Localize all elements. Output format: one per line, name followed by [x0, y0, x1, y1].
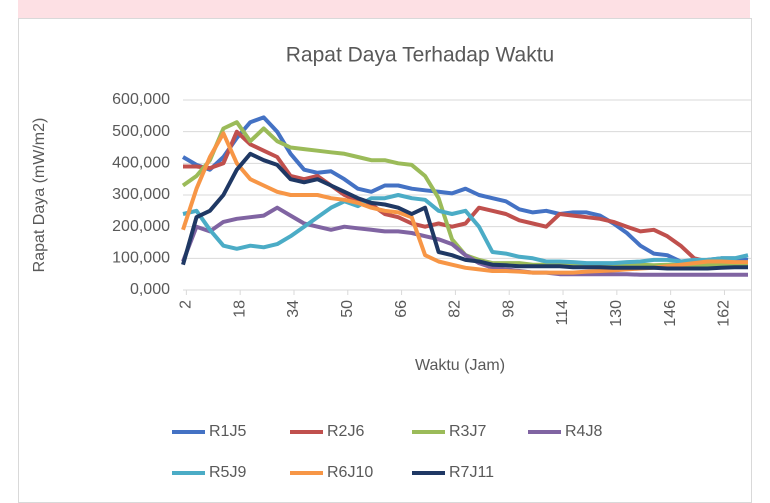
- x-tick-label: 66: [393, 300, 410, 318]
- x-axis-label: Waktu (Jam): [415, 357, 505, 374]
- x-tick-label: 146: [662, 300, 679, 327]
- y-tick-label: 400,000: [112, 155, 170, 172]
- x-tick-label: 18: [231, 300, 248, 318]
- x-tick-label: 114: [554, 300, 571, 326]
- series-line: [182, 193, 749, 266]
- legend-label: R2J6: [327, 423, 364, 440]
- x-tick-label: 130: [608, 300, 625, 327]
- y-tick-label: 300,000: [112, 186, 170, 203]
- legend-label: R6J10: [327, 464, 373, 481]
- series-line: [181, 205, 748, 277]
- chart-title: Rapat Daya Terhadap Waktu: [286, 44, 555, 67]
- x-tick-label: 82: [447, 300, 464, 318]
- y-tick-label: 600,000: [112, 91, 170, 108]
- x-tick-label: 2: [178, 300, 195, 309]
- legend-label: R4J8: [565, 423, 602, 440]
- legend-label: R1J5: [209, 423, 246, 440]
- legend-label: R5J9: [209, 464, 246, 481]
- x-tick-label: 98: [500, 300, 517, 318]
- y-tick-label: 100,000: [112, 250, 170, 267]
- series-line: [183, 129, 748, 267]
- x-tick-label: 162: [716, 300, 733, 327]
- y-tick-label: 500,000: [112, 123, 170, 140]
- top-band: [18, 0, 750, 18]
- series-line: [181, 115, 749, 264]
- series-line: [181, 151, 748, 271]
- x-tick-label: 34: [285, 300, 302, 318]
- legend-label: R7J11: [449, 464, 494, 481]
- y-tick-label: 200,000: [112, 218, 170, 235]
- y-axis-label: Rapat Daya (mW/m2): [31, 118, 48, 273]
- x-tick-label: 50: [339, 300, 356, 318]
- legend-label: R3J7: [449, 423, 486, 440]
- y-tick-label: 0,000: [130, 281, 170, 298]
